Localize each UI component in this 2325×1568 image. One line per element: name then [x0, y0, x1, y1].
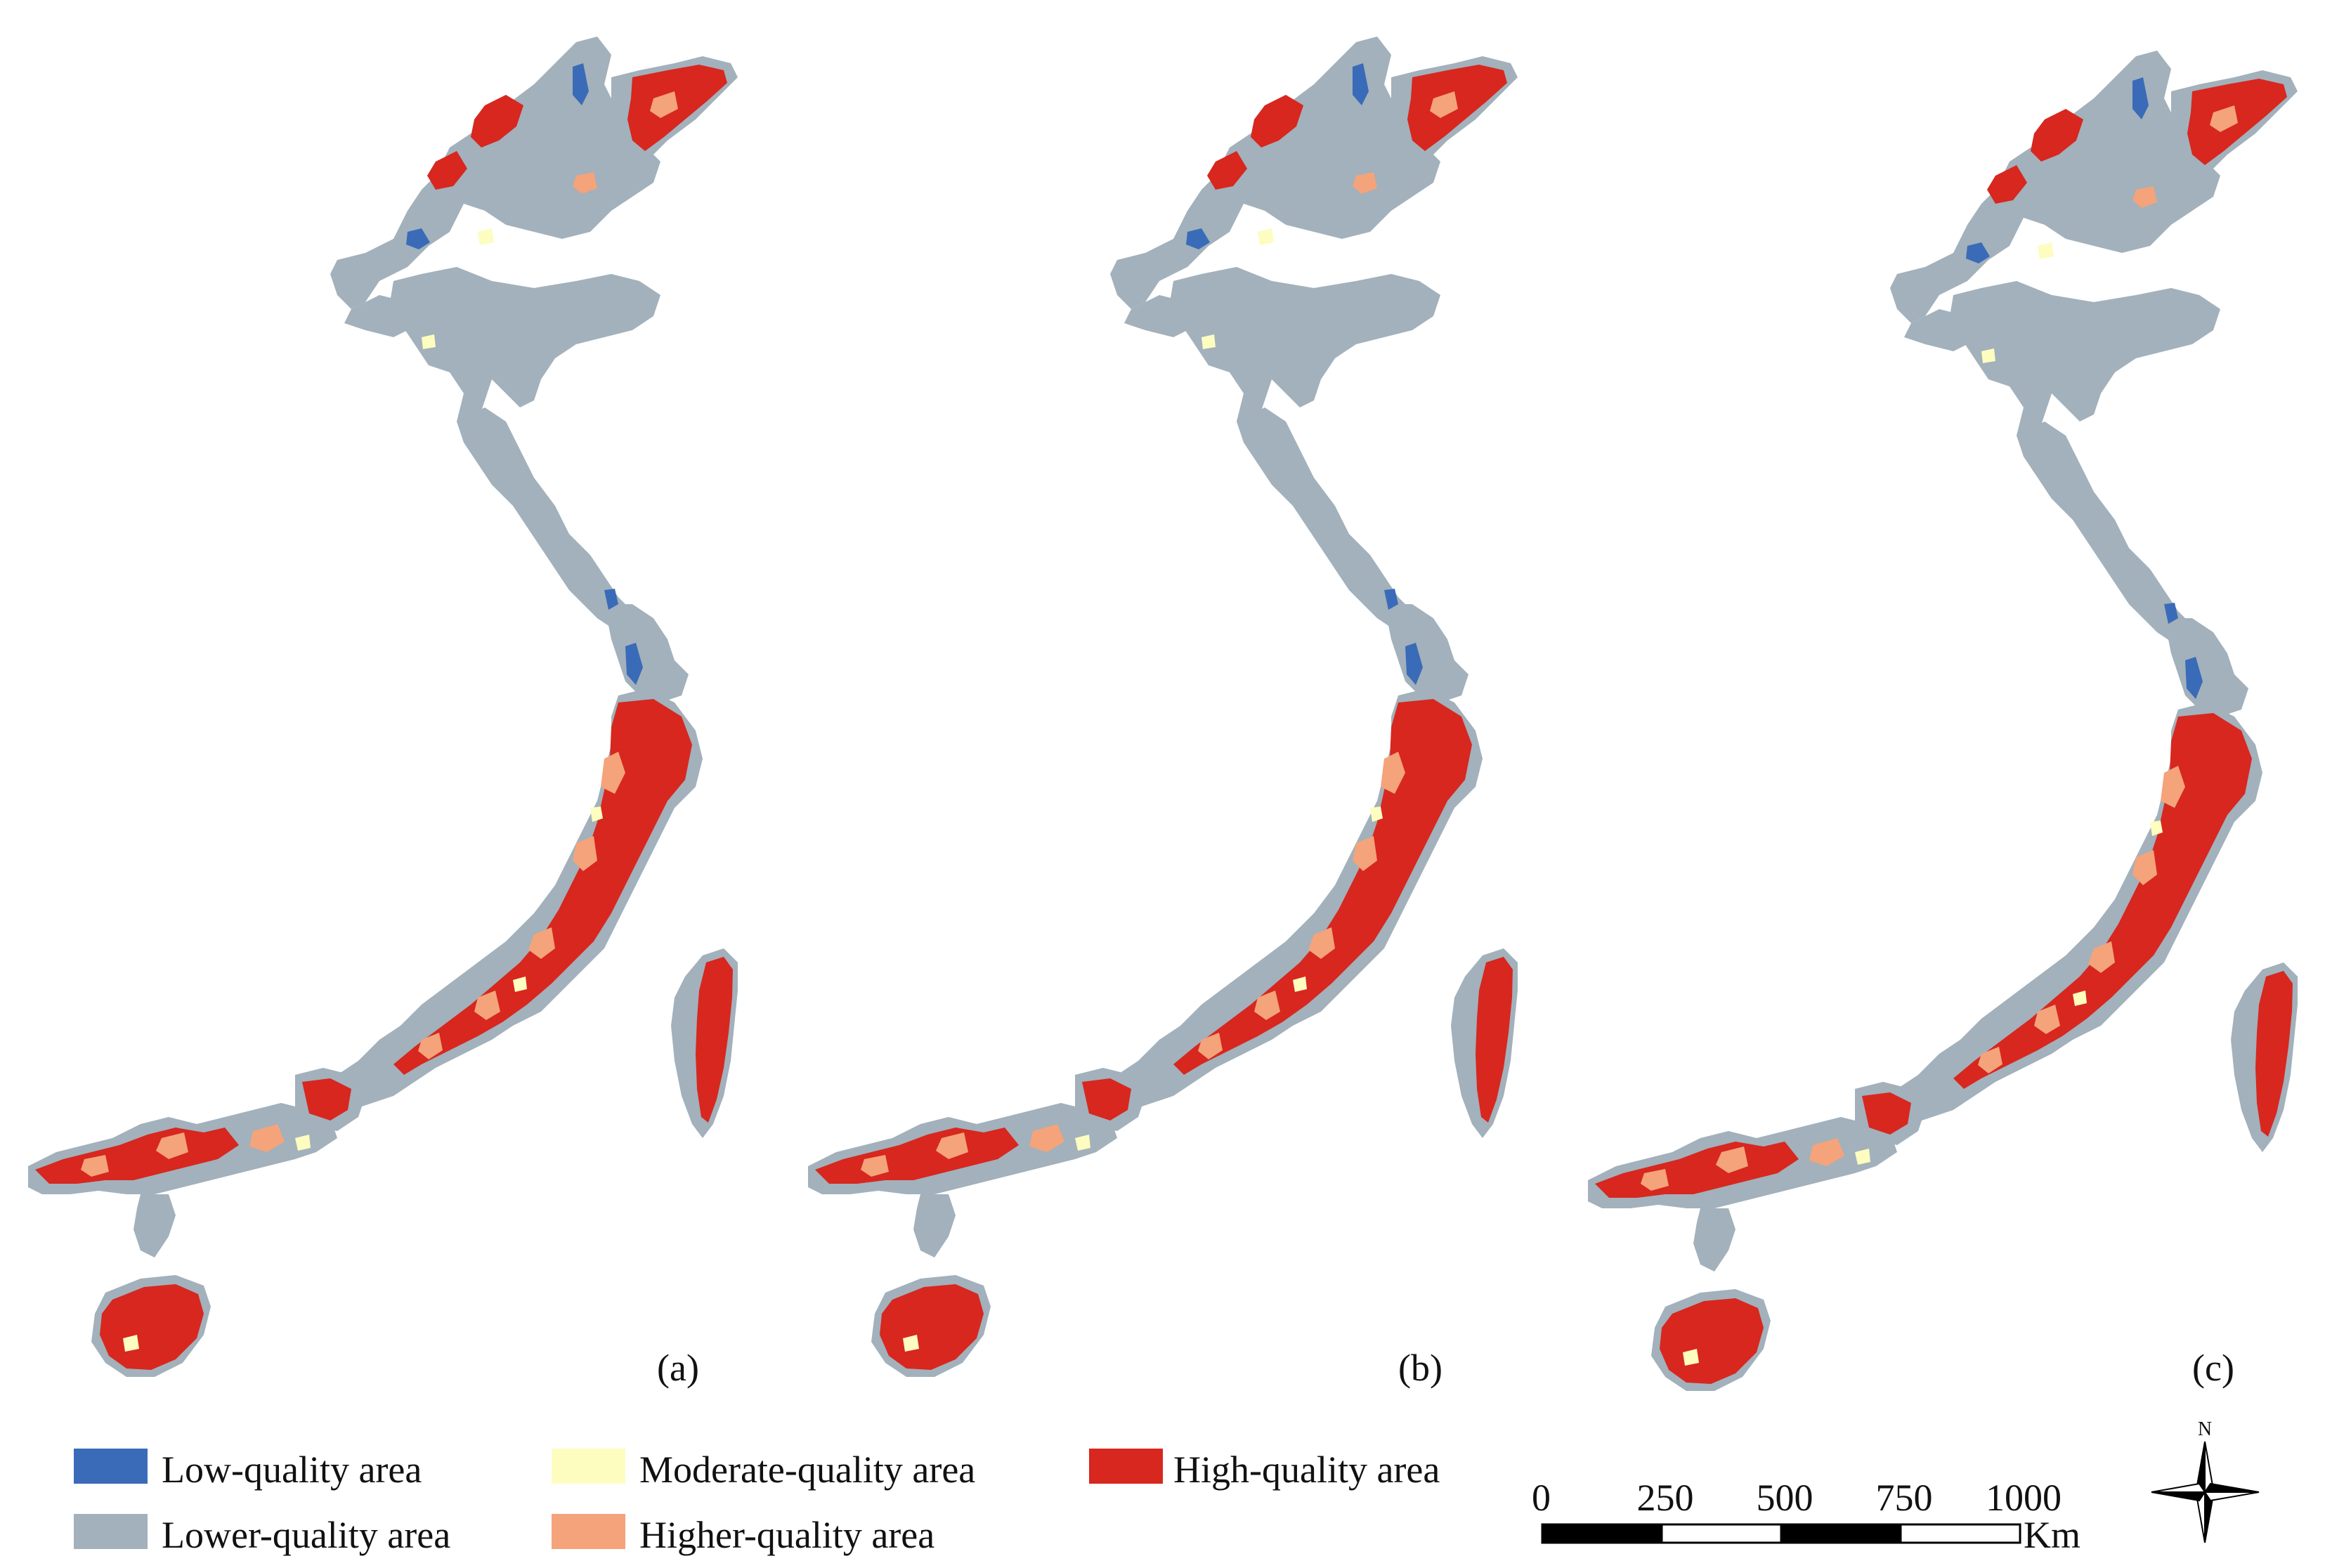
legend-label-higher: Higher-quality area [639, 1514, 934, 1556]
scale-tick-500: 500 [1757, 1477, 1813, 1519]
legend-item-moderate: Moderate-quality area [552, 1449, 975, 1491]
scale-bar: 0 250 500 750 1000 Km [1532, 1477, 2080, 1556]
legend-item-low: Low-quality area [74, 1449, 422, 1491]
panel-label-c: (c) [2192, 1347, 2234, 1389]
legend-label-lower: Lower-quality area [162, 1514, 450, 1556]
scale-unit: Km [2024, 1514, 2080, 1556]
scale-segment-4 [1899, 1523, 2021, 1544]
legend-swatch-high [1089, 1449, 1163, 1484]
legend-swatch-low [74, 1449, 148, 1484]
north-arrow-icon: N [2151, 1418, 2260, 1543]
legend-label-high: High-quality area [1173, 1449, 1440, 1491]
scale-segment-1 [1541, 1523, 1663, 1544]
panel-label-b: (b) [1398, 1347, 1442, 1389]
legend-swatch-higher [552, 1514, 625, 1549]
legend: Low-quality area Lower-quality area Mode… [74, 1449, 1440, 1556]
map-panel-c: (c) [1588, 51, 2298, 1391]
scale-tick-0: 0 [1532, 1477, 1551, 1519]
scale-segment-3 [1780, 1523, 1902, 1544]
scale-segment-2 [1660, 1523, 1783, 1544]
legend-item-lower: Lower-quality area [74, 1514, 450, 1556]
legend-label-low: Low-quality area [162, 1449, 422, 1491]
scale-tick-250: 250 [1637, 1477, 1694, 1519]
legend-swatch-moderate [552, 1449, 625, 1484]
map-panel-b: (b) [808, 37, 1518, 1389]
map-panel-a: (a) [28, 37, 738, 1389]
legend-item-high: High-quality area [1089, 1449, 1440, 1491]
north-label: N [2198, 1418, 2212, 1440]
scale-tick-750: 750 [1876, 1477, 1933, 1519]
panel-label-a: (a) [657, 1347, 699, 1389]
legend-swatch-lower [74, 1514, 148, 1549]
legend-item-higher: Higher-quality area [552, 1514, 934, 1556]
legend-label-moderate: Moderate-quality area [639, 1449, 975, 1491]
scale-tick-1000: 1000 [1986, 1477, 2062, 1519]
